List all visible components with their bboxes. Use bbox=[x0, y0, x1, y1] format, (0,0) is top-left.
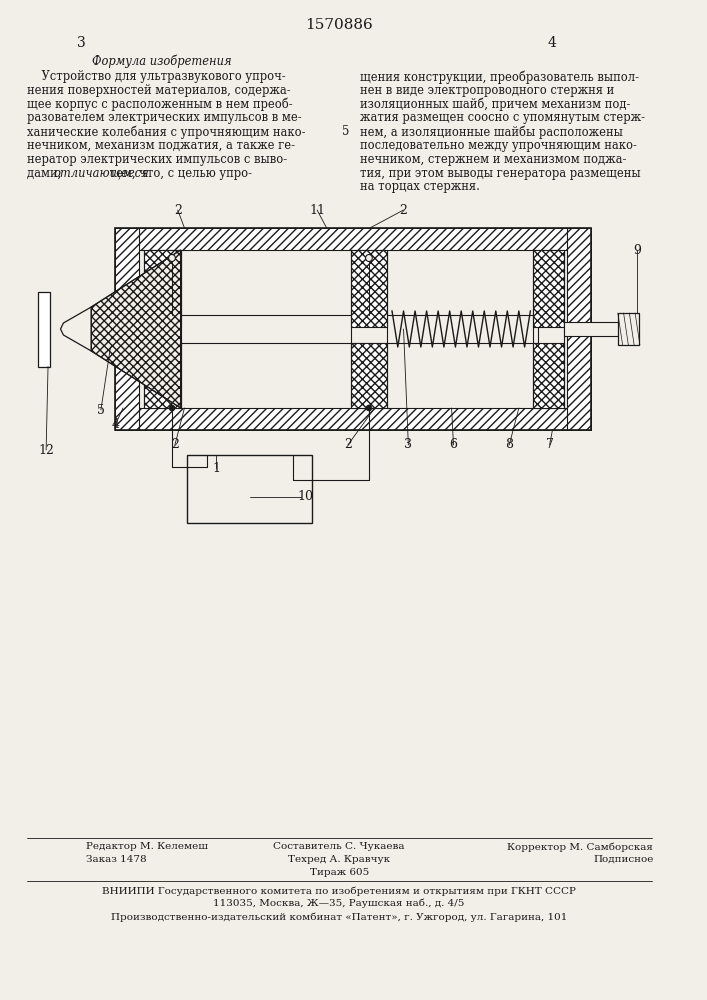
Text: 5: 5 bbox=[97, 403, 105, 416]
Text: 11: 11 bbox=[309, 204, 325, 217]
Text: 6: 6 bbox=[450, 438, 457, 452]
Text: последовательно между упрочняющим нако-: последовательно между упрочняющим нако- bbox=[361, 139, 637, 152]
Circle shape bbox=[366, 254, 373, 261]
Text: 1: 1 bbox=[212, 462, 220, 475]
Text: 2: 2 bbox=[174, 204, 182, 217]
Text: нен в виде электропроводного стержня и: нен в виде электропроводного стержня и bbox=[361, 84, 614, 97]
Bar bbox=[139, 315, 538, 343]
Bar bbox=[115, 228, 591, 250]
Text: щения конструкции, преобразователь выпол-: щения конструкции, преобразователь выпол… bbox=[361, 70, 639, 84]
Bar bbox=[533, 343, 564, 408]
Text: 7: 7 bbox=[546, 438, 554, 452]
Circle shape bbox=[169, 405, 175, 411]
Text: 9: 9 bbox=[633, 243, 641, 256]
Text: отличающееся: отличающееся bbox=[53, 167, 149, 180]
Circle shape bbox=[366, 405, 372, 411]
Text: дами,: дами, bbox=[27, 167, 65, 180]
Text: ханические колебания с упрочняющим нако-: ханические колебания с упрочняющим нако- bbox=[27, 125, 305, 139]
Text: Подписное: Подписное bbox=[593, 855, 653, 864]
Text: 4: 4 bbox=[548, 36, 557, 50]
Text: 2: 2 bbox=[171, 438, 179, 452]
Bar bbox=[351, 343, 387, 408]
Bar bbox=[144, 343, 180, 408]
Polygon shape bbox=[91, 250, 180, 408]
Text: нем, а изоляционные шайбы расположены: нем, а изоляционные шайбы расположены bbox=[361, 125, 623, 139]
Bar bbox=[564, 322, 620, 336]
Text: Производственно-издательский комбинат «Патент», г. Ужгород, ул. Гагарина, 101: Производственно-издательский комбинат «П… bbox=[111, 912, 567, 922]
Bar bbox=[115, 228, 139, 430]
Bar bbox=[351, 250, 387, 327]
Text: Тираж 605: Тираж 605 bbox=[310, 868, 369, 877]
Text: 10: 10 bbox=[298, 490, 314, 504]
Bar bbox=[38, 292, 50, 366]
Text: Составитель С. Чукаева: Составитель С. Чукаева bbox=[274, 842, 405, 851]
Bar bbox=[115, 228, 591, 430]
Bar bbox=[533, 250, 564, 327]
Text: нения поверхностей материалов, содержа-: нения поверхностей материалов, содержа- bbox=[27, 84, 291, 97]
Text: нератор электрических импульсов с выво-: нератор электрических импульсов с выво- bbox=[27, 153, 287, 166]
Text: разователем электрических импульсов в ме-: разователем электрических импульсов в ме… bbox=[27, 111, 301, 124]
Circle shape bbox=[169, 254, 175, 261]
Text: 2: 2 bbox=[399, 204, 407, 217]
Text: 12: 12 bbox=[38, 444, 54, 456]
Text: Устройство для ультразвукового упроч-: Устройство для ультразвукового упроч- bbox=[27, 70, 286, 83]
Text: Техред А. Кравчук: Техред А. Кравчук bbox=[288, 855, 390, 864]
Text: нечником, механизм поджатия, а также ге-: нечником, механизм поджатия, а также ге- bbox=[27, 139, 295, 152]
Bar bbox=[144, 250, 180, 327]
Text: 8: 8 bbox=[506, 438, 513, 452]
Text: нечником, стержнем и механизмом поджа-: нечником, стержнем и механизмом поджа- bbox=[361, 153, 626, 166]
Text: 3: 3 bbox=[404, 438, 412, 452]
Text: изоляционных шайб, причем механизм под-: изоляционных шайб, причем механизм под- bbox=[361, 98, 631, 111]
Bar bbox=[618, 313, 639, 345]
Text: 3: 3 bbox=[77, 36, 86, 50]
Polygon shape bbox=[61, 307, 91, 351]
Bar bbox=[115, 408, 591, 430]
Text: 1570886: 1570886 bbox=[305, 18, 373, 32]
Text: 113035, Москва, Ж—35, Раушская наб., д. 4/5: 113035, Москва, Ж—35, Раушская наб., д. … bbox=[214, 899, 465, 908]
Bar bbox=[567, 228, 591, 430]
Bar bbox=[187, 455, 312, 523]
Text: Заказ 1478: Заказ 1478 bbox=[86, 855, 147, 864]
Text: 4: 4 bbox=[111, 418, 119, 432]
Text: на торцах стержня.: на торцах стержня. bbox=[361, 180, 480, 193]
Text: Формула изобретения: Формула изобретения bbox=[92, 55, 231, 68]
Text: тем, что, с целью упро-: тем, что, с целью упро- bbox=[105, 167, 252, 180]
Text: щее корпус с расположенным в нем преоб-: щее корпус с расположенным в нем преоб- bbox=[27, 98, 293, 111]
Bar bbox=[139, 250, 567, 408]
Text: жатия размещен соосно с упомянутым стерж-: жатия размещен соосно с упомянутым стерж… bbox=[361, 111, 645, 124]
Text: 2: 2 bbox=[344, 438, 352, 452]
Text: тия, при этом выводы генератора размещены: тия, при этом выводы генератора размещен… bbox=[361, 167, 641, 180]
Text: Корректор М. Самборская: Корректор М. Самборская bbox=[508, 842, 653, 852]
Text: 5: 5 bbox=[342, 125, 349, 138]
Text: Редактор М. Келемеш: Редактор М. Келемеш bbox=[86, 842, 209, 851]
Text: ВНИИПИ Государственного комитета по изобретениям и открытиям при ГКНТ СССР: ВНИИПИ Государственного комитета по изоб… bbox=[103, 886, 576, 896]
